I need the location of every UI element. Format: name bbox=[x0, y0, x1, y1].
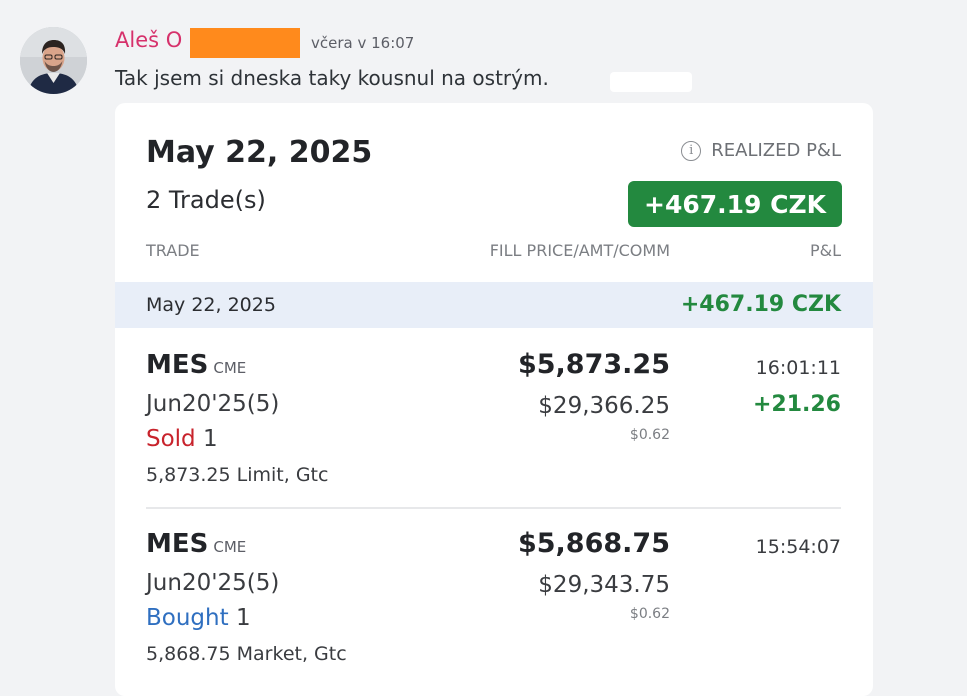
column-header-fill: FILL PRICE/AMT/COMM bbox=[489, 241, 670, 260]
contract-label: Jun20'25(5) bbox=[146, 391, 280, 417]
fill-amount: $29,366.25 bbox=[538, 393, 670, 419]
commission: $0.62 bbox=[629, 606, 670, 622]
day-summary-pl: +467.19 CZK bbox=[680, 292, 841, 317]
attached-trade-screenshot[interactable]: May 22, 2025 2 Trade(s) i REALIZED P&L +… bbox=[115, 103, 873, 696]
message-timestamp: včera v 16:07 bbox=[311, 34, 415, 52]
fill-amount: $29,343.75 bbox=[538, 572, 670, 598]
realized-pl-header: i REALIZED P&L bbox=[681, 140, 841, 161]
exchange-label: CME bbox=[213, 359, 247, 377]
day-summary-date: May 22, 2025 bbox=[146, 294, 276, 316]
column-header-trade: TRADE bbox=[146, 241, 200, 260]
trade-time: 16:01:11 bbox=[755, 357, 841, 379]
avatar[interactable] bbox=[20, 27, 87, 94]
realized-pl-label: REALIZED P&L bbox=[711, 140, 841, 161]
symbol-label: MES bbox=[146, 529, 209, 559]
trade-divider bbox=[146, 507, 841, 509]
order-details: 5,868.75 Market, Gtc bbox=[146, 643, 347, 665]
contract-label: Jun20'25(5) bbox=[146, 570, 280, 596]
trade-symbol: MES CME bbox=[146, 350, 246, 380]
side-label: Sold bbox=[146, 426, 196, 452]
day-summary-band bbox=[115, 282, 873, 328]
fill-price: $5,868.75 bbox=[517, 528, 670, 559]
trade-pl: +21.26 bbox=[752, 392, 841, 417]
symbol-label: MES bbox=[146, 350, 209, 380]
user-photo bbox=[20, 27, 87, 94]
info-icon: i bbox=[681, 140, 702, 161]
trade-side: Sold 1 bbox=[146, 426, 218, 452]
column-header-pl: P&L bbox=[809, 241, 841, 260]
message-text: Tak jsem si dneska taky kousnul na ostrý… bbox=[115, 66, 549, 90]
redaction-block bbox=[190, 28, 300, 58]
quantity-label: 1 bbox=[202, 426, 218, 452]
fill-price: $5,873.25 bbox=[517, 349, 670, 380]
trade-symbol: MES CME bbox=[146, 529, 246, 559]
order-details: 5,873.25 Limit, Gtc bbox=[146, 464, 329, 486]
exchange-label: CME bbox=[213, 538, 247, 556]
quantity-label: 1 bbox=[235, 605, 251, 631]
trade-time: 15:54:07 bbox=[755, 536, 841, 558]
realized-pl-badge: +467.19 CZK bbox=[628, 181, 842, 227]
commission: $0.62 bbox=[629, 427, 670, 443]
trade-side: Bought 1 bbox=[146, 605, 251, 631]
card-date-title: May 22, 2025 bbox=[146, 135, 373, 170]
author-name[interactable]: Aleš O bbox=[115, 28, 183, 52]
side-label: Bought bbox=[146, 605, 229, 631]
redaction-block bbox=[610, 72, 692, 92]
trade-count: 2 Trade(s) bbox=[146, 186, 266, 214]
